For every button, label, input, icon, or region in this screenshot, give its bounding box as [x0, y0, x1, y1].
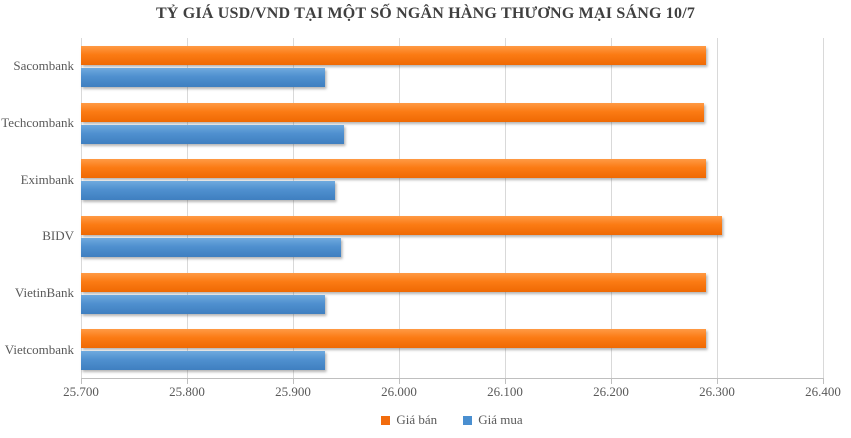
category-label-vietinbank: VietinBank — [14, 285, 74, 300]
bar-buy-sacombank — [81, 67, 325, 87]
x-axis-tick-label: 25.800 — [169, 384, 205, 399]
plot-area — [81, 38, 824, 384]
x-axis-tick-label: 25.700 — [63, 384, 99, 399]
bar-sell-eximbank — [81, 159, 707, 179]
bar-rows — [81, 38, 823, 378]
x-axis-tick-mark — [823, 378, 824, 384]
legend-swatch-sell — [381, 415, 391, 425]
bar-sell-vietinbank — [81, 272, 707, 292]
bar-buy-techcombank — [81, 124, 344, 144]
x-axis-tick-mark — [81, 378, 82, 384]
x-axis-tick-mark — [716, 378, 718, 384]
chart-legend: Giá bán Giá mua — [81, 412, 823, 428]
bar-buy-vietinbank — [81, 294, 325, 314]
x-axis-tick-mark — [292, 378, 294, 384]
x-axis-labels: 25.700 25.800 25.900 26.000 26.100 26.200 26.3… — [63, 384, 841, 402]
x-axis-tick-label: 26.200 — [593, 384, 629, 399]
bar-sell-techcombank — [81, 102, 705, 122]
bar-buy-eximbank — [81, 181, 336, 201]
bar-group-sacombank — [81, 38, 823, 95]
legend-label-buy: Giá mua — [478, 412, 523, 427]
category-label-vietcombank: Vietcombank — [4, 341, 74, 357]
category-label-techcombank: Techcombank — [1, 115, 74, 130]
legend-swatch-buy — [463, 415, 473, 425]
category-label-eximbank: Eximbank — [20, 171, 74, 187]
bar-group-vietcombank — [81, 321, 823, 378]
x-axis-tick-label: 26.000 — [381, 384, 417, 399]
bar-buy-vietcombank — [81, 351, 325, 371]
gridline — [292, 38, 294, 378]
bar-group-techcombank — [81, 95, 823, 152]
gridline — [505, 38, 506, 378]
legend-item-sell: Giá bán — [381, 412, 437, 428]
bar-sell-vietcombank — [81, 329, 707, 349]
gridline — [716, 38, 718, 378]
gridline — [611, 38, 612, 378]
chart-title: TỶ GIÁ USD/VND TẠI MỘT SỐ NGÂN HÀNG THƯƠ… — [155, 5, 696, 22]
gridline — [187, 38, 188, 378]
legend-item-buy: Giá mua — [463, 412, 523, 428]
bar-sell-bidv — [81, 215, 723, 235]
x-axis-tick-label: 26.100 — [487, 384, 523, 399]
gridline — [823, 38, 824, 378]
x-axis-tick-label: 26.300 — [699, 384, 735, 399]
category-label-bidv: BIDV — [42, 228, 74, 244]
bar-buy-bidv — [81, 237, 341, 257]
x-axis-tick-mark — [611, 378, 612, 384]
gridline — [81, 38, 82, 378]
category-label-sacombank: Sacombank — [13, 58, 74, 74]
x-axis-tick-mark — [398, 378, 400, 384]
bar-sell-sacombank — [81, 45, 707, 65]
x-axis-tick-mark — [187, 378, 188, 384]
y-axis-labels: Sacombank Techcombank Eximbank BIDV VietinBa… — [0, 38, 74, 378]
x-axis-tick-mark — [505, 378, 506, 384]
x-axis-tick-label: 26.400 — [805, 384, 841, 399]
bar-group-bidv — [81, 208, 823, 265]
bar-group-eximbank — [81, 151, 823, 208]
legend-label-sell: Giá bán — [396, 412, 438, 427]
bar-group-vietinbank — [81, 265, 823, 322]
x-axis-tick-label: 25.900 — [275, 384, 311, 399]
gridline — [398, 38, 400, 378]
